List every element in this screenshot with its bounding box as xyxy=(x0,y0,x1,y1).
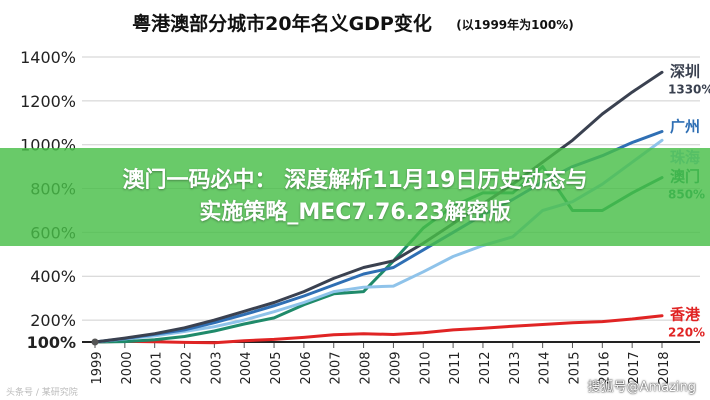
chart-title: 粤港澳部分城市20年名义GDP变化 xyxy=(132,12,432,35)
x-tick-label: 2009 xyxy=(388,351,403,384)
y-tick-label: 1400% xyxy=(20,48,76,67)
x-tick-label: 2005 xyxy=(269,351,284,384)
x-tick-label: 2015 xyxy=(567,351,582,384)
x-tick-label: 2012 xyxy=(478,351,493,384)
overlay-banner: 澳门一码必中： 深度解析11月19日历史动态与 实施策略_MEC7.76.23解… xyxy=(0,148,710,246)
x-tick-label: 2004 xyxy=(239,351,254,384)
x-tick-label: 2018 xyxy=(657,351,672,384)
series-value-label: 220% xyxy=(668,326,705,340)
x-tick-label: 2016 xyxy=(597,351,612,384)
y-tick-label: 100% xyxy=(27,333,76,352)
x-tick-label: 2014 xyxy=(538,351,553,384)
y-tick-label: 400% xyxy=(30,267,76,286)
x-tick-label: 2001 xyxy=(150,351,165,384)
watermark-right: 搜狐号@Amazing xyxy=(587,380,696,395)
banner-line-2: 实施策略_MEC7.76.23解密版 xyxy=(199,200,511,225)
x-tick-label: 2010 xyxy=(418,351,433,384)
series-label: 香港 xyxy=(670,306,701,324)
banner-line-1: 澳门一码必中： 深度解析11月19日历史动态与 xyxy=(122,168,588,193)
x-tick-label: 1999 xyxy=(90,351,105,384)
x-tick-label: 2006 xyxy=(299,351,314,384)
x-tick-label: 2007 xyxy=(329,351,344,384)
x-tick-label: 2011 xyxy=(448,351,463,384)
series-line xyxy=(93,314,664,345)
y-tick-label: 1200% xyxy=(20,92,76,111)
y-tick-label: 200% xyxy=(30,311,76,330)
x-tick-label: 2013 xyxy=(508,351,523,384)
series-line xyxy=(93,70,664,344)
x-tick-label: 2002 xyxy=(180,351,195,384)
series-value-label: 1330% xyxy=(668,82,710,96)
series-label: 深圳 xyxy=(670,62,700,80)
x-tick-label: 2017 xyxy=(627,351,642,384)
watermark-left: 头条号 / 某研究院 xyxy=(6,388,78,398)
chart-subtitle: (以1999年为100%) xyxy=(456,17,573,32)
x-tick-label: 2003 xyxy=(209,351,224,384)
start-point xyxy=(91,338,99,346)
x-tick-label: 2000 xyxy=(120,351,135,384)
series-label: 广州 xyxy=(670,118,700,136)
x-tick-label: 2008 xyxy=(359,351,374,384)
